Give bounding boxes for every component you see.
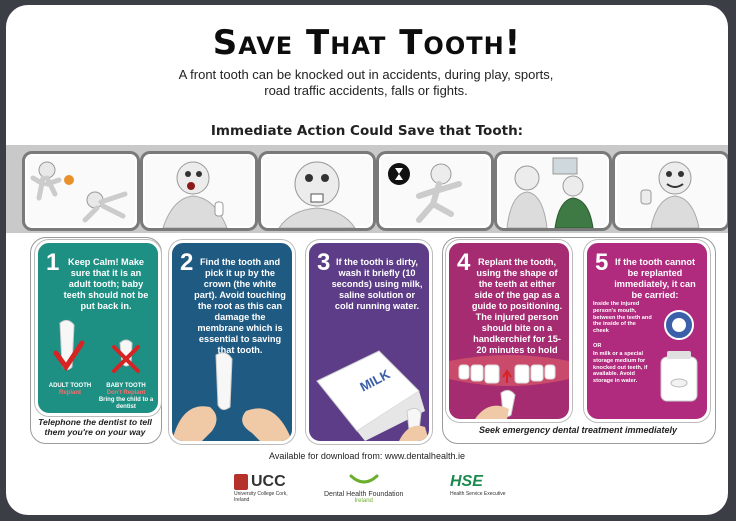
- carry-option-mouth: Inside the injured person's mouth, betwe…: [593, 301, 652, 335]
- poster: Save That Tooth! A front tooth can be kn…: [6, 5, 728, 515]
- ucc-name: UCC: [251, 473, 286, 490]
- carry-option-or: OR: [593, 343, 602, 349]
- ucc-crest-icon: [234, 474, 248, 490]
- hse-subtitle: Health Service Executive: [450, 491, 506, 497]
- step-panel-5: 5 If the tooth cannot be replanted immed…: [584, 240, 710, 422]
- illustration-dentist: [494, 151, 612, 231]
- step-number: 5: [595, 249, 609, 276]
- replant-tooth-illustration: [449, 355, 569, 419]
- step-number: 3: [317, 249, 331, 276]
- subtitle: A front tooth can be knocked out in acci…: [178, 67, 554, 98]
- baby-tooth-action: Don't Replant: [106, 390, 146, 396]
- step-number: 4: [457, 249, 471, 276]
- baby-tooth-note: Bring the child to a dentist: [98, 397, 154, 410]
- adult-tooth-label: ADULT TOOTH: [48, 383, 92, 389]
- step-panel-1: 1 Keep Calm! Make sure that it is an adu…: [35, 240, 161, 416]
- step-panel-4: 4 Replant the tooth, using the shape of …: [446, 240, 572, 422]
- dhf-logo: Dental Health Foundation Ireland: [324, 473, 403, 504]
- illustration-tooth-gap: [258, 151, 376, 231]
- step-text: If the tooth cannot be replanted immedia…: [614, 257, 696, 300]
- storage-illustration: [660, 310, 698, 402]
- illustration-injured: [140, 151, 258, 231]
- step1-group-outline: [30, 237, 162, 444]
- milk-carton-illustration: [316, 350, 429, 441]
- action-heading: Immediate Action Could Save that Tooth:: [210, 123, 524, 139]
- step-text: Replant the tooth, using the shape of th…: [471, 257, 563, 366]
- step-text: Keep Calm! Make sure that it is an adult…: [63, 257, 149, 311]
- illustration-running: [376, 151, 494, 231]
- ucc-subtitle: University College Cork, Ireland: [234, 491, 288, 503]
- step-number: 1: [46, 249, 60, 276]
- step-text: If the tooth is dirty, wash it briefly (…: [331, 257, 423, 311]
- hse-name: HSE: [450, 473, 483, 490]
- tooth-comparison-illustration: [53, 319, 140, 373]
- step-text: Find the tooth and pick it up by the cro…: [194, 257, 286, 355]
- ucc-logo: UCC University College Cork, Ireland: [234, 473, 294, 503]
- step4-5-group-outline: [442, 237, 716, 444]
- call-dentist-caption: Telephone the dentist to tell them you'r…: [38, 417, 152, 437]
- baby-tooth-label: BABY TOOTH: [106, 383, 146, 389]
- carry-option-milk: In milk or a special storage medium for …: [593, 351, 648, 385]
- step-panel-3: 3 If the tooth is dirty, wash it briefly…: [306, 240, 432, 444]
- download-note: Available for download from: www.dentalh…: [269, 451, 465, 461]
- page-title: Save That Tooth!: [212, 23, 522, 63]
- hand-holding-tooth-illustration: [172, 352, 292, 441]
- smile-icon: [349, 474, 379, 484]
- illustration-thumbs-up: [612, 151, 728, 231]
- emergency-treatment-caption: Seek emergency dental treatment immediat…: [478, 425, 678, 435]
- dhf-name: Dental Health Foundation: [324, 491, 404, 498]
- illustration-accident: [22, 151, 140, 231]
- dhf-subtitle: Ireland: [354, 498, 373, 504]
- illustration-strip: [6, 145, 728, 233]
- adult-tooth-action: Replant: [58, 390, 81, 396]
- hse-logo: HSE Health Service Executive: [450, 473, 522, 497]
- step-number: 2: [180, 249, 194, 276]
- step-panel-2: 2 Find the tooth and pick it up by the c…: [169, 240, 295, 444]
